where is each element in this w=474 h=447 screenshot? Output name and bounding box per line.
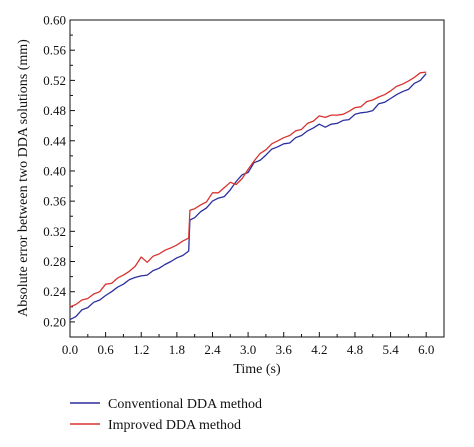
y-tick-label: 0.44 bbox=[43, 133, 66, 148]
plot-frame bbox=[69, 19, 445, 338]
y-tick-label: 0.48 bbox=[43, 103, 66, 118]
x-tick-label: 2.4 bbox=[204, 342, 221, 357]
x-tick-label: 5.4 bbox=[382, 342, 399, 357]
x-tick-label: 4.2 bbox=[311, 342, 327, 357]
x-tick-label: 0.0 bbox=[62, 342, 78, 357]
y-axis-label: Absolute error between two DDA solutions… bbox=[16, 39, 31, 317]
x-tick-label: 4.8 bbox=[347, 342, 363, 357]
legend: Conventional DDA method Improved DDA meth… bbox=[70, 397, 262, 433]
x-tick-label: 6.0 bbox=[418, 342, 434, 357]
legend-label: Improved DDA method bbox=[108, 418, 241, 433]
y-tick-label: 0.56 bbox=[43, 43, 66, 58]
x-tick-label: 1.8 bbox=[169, 342, 185, 357]
y-tick-label: 0.32 bbox=[43, 224, 66, 239]
x-tick-label: 3.6 bbox=[276, 342, 293, 357]
y-tick-label: 0.20 bbox=[43, 314, 66, 329]
y-axis-ticks: 0.20 0.24 0.28 0.32 0.36 0.40 0.44 0.48 0.52 0.56… bbox=[43, 13, 75, 329]
x-tick-label: 0.6 bbox=[97, 342, 114, 357]
y-tick-label: 0.60 bbox=[43, 13, 66, 28]
y-tick-label: 0.28 bbox=[43, 254, 66, 269]
series-line-conventional bbox=[69, 73, 427, 321]
x-tick-label: 3.0 bbox=[240, 342, 256, 357]
y-tick-label: 0.52 bbox=[43, 73, 66, 88]
y-tick-label: 0.24 bbox=[43, 284, 66, 299]
x-axis-ticks: 0.0 0.6 1.2 1.8 2.4 3.0 3.6 4.2 4.8 5.4 6.0 bbox=[62, 332, 445, 357]
x-axis-label: Time (s) bbox=[233, 362, 281, 377]
y-tick-label: 0.36 bbox=[43, 194, 66, 209]
x-tick-label: 1.2 bbox=[133, 342, 149, 357]
series-lines bbox=[69, 71, 427, 321]
y-tick-label: 0.40 bbox=[43, 163, 66, 178]
legend-label: Conventional DDA method bbox=[108, 397, 262, 412]
series-line-improved bbox=[69, 71, 427, 308]
